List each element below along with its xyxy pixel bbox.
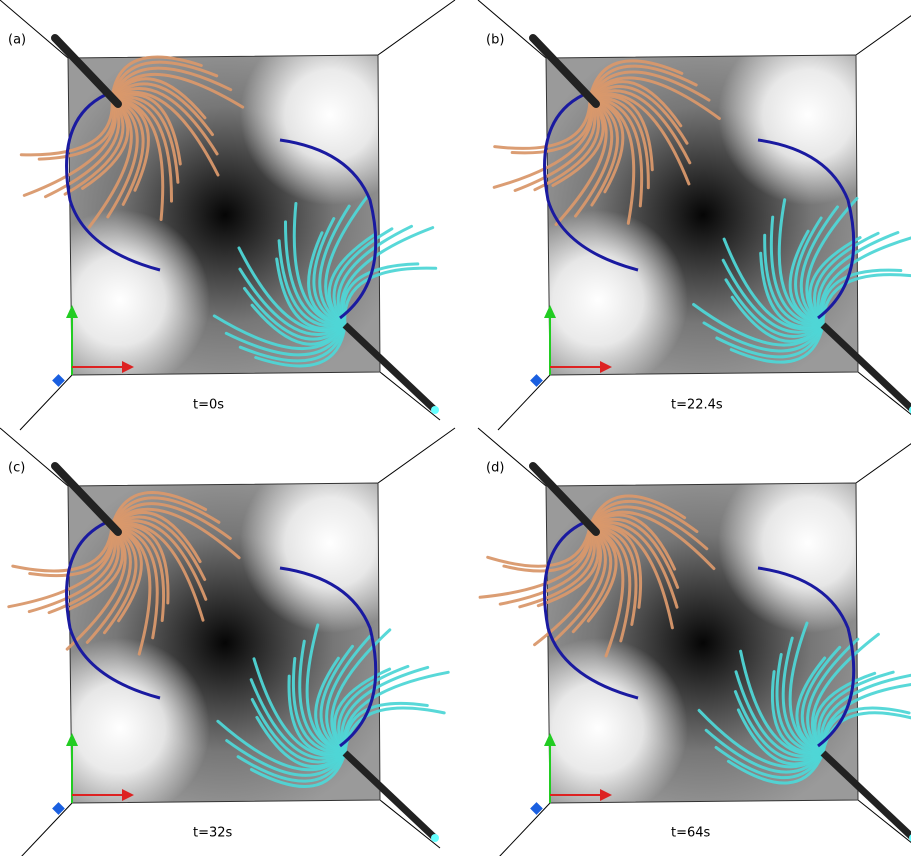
time-label: t=22.4s (671, 398, 723, 413)
panel: (d) t=64s (478, 428, 911, 856)
panel: (a) t=0s (0, 0, 455, 430)
box-edge (498, 375, 550, 430)
box-edge (380, 372, 440, 420)
field-high (508, 210, 688, 390)
field-high (718, 25, 898, 205)
field (30, 25, 420, 390)
field-high (508, 638, 688, 818)
panel: (b) t=22.4s (478, 0, 911, 430)
time-label: t=64s (671, 826, 711, 841)
figure: (a) t=0s (b) t=22.4s (c) t=32s (d) t=64s (0, 0, 911, 856)
box-edge (498, 803, 550, 856)
panel-label: (b) (486, 33, 504, 48)
field-high (30, 638, 210, 818)
rod-end (431, 834, 439, 842)
rod-end (431, 406, 439, 414)
box-edge (20, 803, 72, 856)
box-edge (856, 0, 911, 55)
box-edge (0, 0, 68, 58)
panel-label: (a) (8, 33, 26, 48)
field-high (30, 210, 210, 390)
box-edge (378, 428, 455, 483)
field (508, 25, 898, 390)
box-edge (20, 375, 72, 430)
field (30, 453, 420, 818)
panel-label: (c) (8, 461, 25, 476)
box-edge (378, 0, 455, 55)
time-label: t=0s (193, 398, 224, 413)
field-high (718, 453, 898, 633)
box-edge (380, 800, 440, 848)
box-edge (0, 428, 68, 486)
box-edge (856, 428, 911, 483)
time-label: t=32s (193, 826, 233, 841)
panel-label: (d) (486, 461, 504, 476)
field (508, 453, 898, 818)
field-high (240, 453, 420, 633)
box-edge (478, 428, 546, 486)
field-high (240, 25, 420, 205)
box-edge (478, 0, 546, 58)
panel: (c) t=32s (0, 428, 455, 856)
